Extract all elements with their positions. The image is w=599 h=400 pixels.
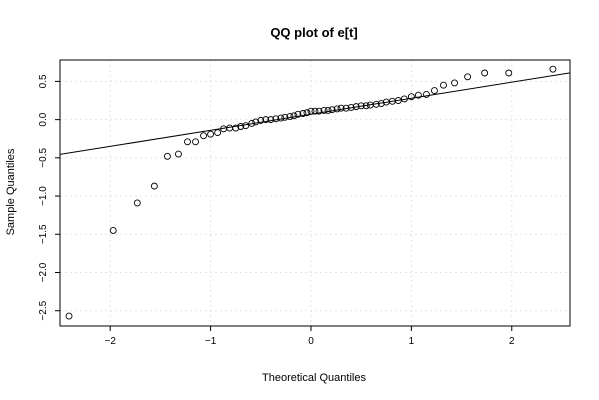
data-point-1 [109,227,117,234]
reference-line [59,72,571,155]
data-point-49 [407,93,415,101]
data-point-9 [207,130,215,138]
x-tick-label-1: −1 [205,336,217,347]
data-point-0 [65,312,73,320]
data-point-14 [237,123,245,130]
data-point-5 [175,150,182,158]
data-point-54 [451,79,458,87]
data-point-16 [248,119,256,127]
chart-title: QQ plot of e[t] [270,25,357,40]
y-tick-label-3: −1.0 [38,186,49,206]
x-tick-label-2: 0 [308,336,314,347]
data-point-53 [440,81,447,89]
x-tick-label-4: 2 [509,336,515,347]
data-point-31 [315,107,323,115]
y-tick-label-6: 0.5 [38,74,49,88]
data-point-51 [422,90,430,98]
data-point-41 [362,102,370,110]
data-point-25 [290,112,298,120]
x-axis-ticks: −2 −1 0 1 2 [104,326,515,347]
data-point-44 [377,100,385,108]
data-point-2 [133,199,141,207]
data-point-8 [200,132,208,140]
data-point-15 [242,122,250,130]
plot-frame [59,59,571,327]
data-point-21 [272,115,280,123]
data-point-28 [303,109,311,117]
data-points [65,65,557,320]
data-point-22 [277,114,285,122]
x-axis-label: Theoretical Quantiles [262,372,366,384]
data-point-55 [464,73,472,81]
data-point-27 [299,110,307,117]
y-axis-ticks: −2.5 −2.0 −1.5 −1.0 −0.5 0.0 0.5 [38,74,60,321]
data-point-36 [337,104,345,112]
data-point-17 [252,118,260,126]
data-point-57 [505,69,513,77]
data-point-35 [333,105,341,113]
data-point-24 [286,113,294,121]
y-tick-label-1: −2.0 [38,262,49,282]
data-point-6 [184,138,191,146]
data-point-58 [549,65,557,73]
data-point-19 [262,116,270,124]
reference-line-group [59,72,571,155]
data-point-7 [192,138,199,146]
y-tick-label-2: −1.5 [38,224,49,244]
y-tick-label-5: 0.0 [38,112,49,126]
data-point-43 [372,100,380,108]
data-point-33 [324,106,332,114]
y-axis-label: Sample Quantiles [5,148,17,235]
data-point-3 [150,182,158,190]
data-point-48 [400,95,408,103]
data-point-20 [267,116,275,124]
data-point-39 [352,103,360,111]
x-tick-label-3: 1 [409,336,415,347]
data-point-50 [414,91,422,99]
data-point-34 [328,106,336,114]
data-point-52 [431,87,438,95]
data-point-32 [320,106,328,114]
data-point-30 [311,107,319,115]
grid [60,60,570,326]
data-point-13 [232,124,240,132]
data-point-23 [281,113,289,121]
data-point-40 [357,102,365,110]
x-tick-label-0: −2 [104,336,116,347]
data-point-38 [347,103,355,111]
data-point-56 [481,69,489,77]
y-tick-label-0: −2.5 [38,300,49,320]
data-point-26 [294,110,302,118]
data-point-18 [257,116,265,124]
data-point-29 [307,107,315,115]
y-tick-label-4: −0.5 [38,148,49,168]
data-point-10 [214,129,222,137]
data-point-4 [163,152,171,160]
data-point-37 [342,104,350,112]
